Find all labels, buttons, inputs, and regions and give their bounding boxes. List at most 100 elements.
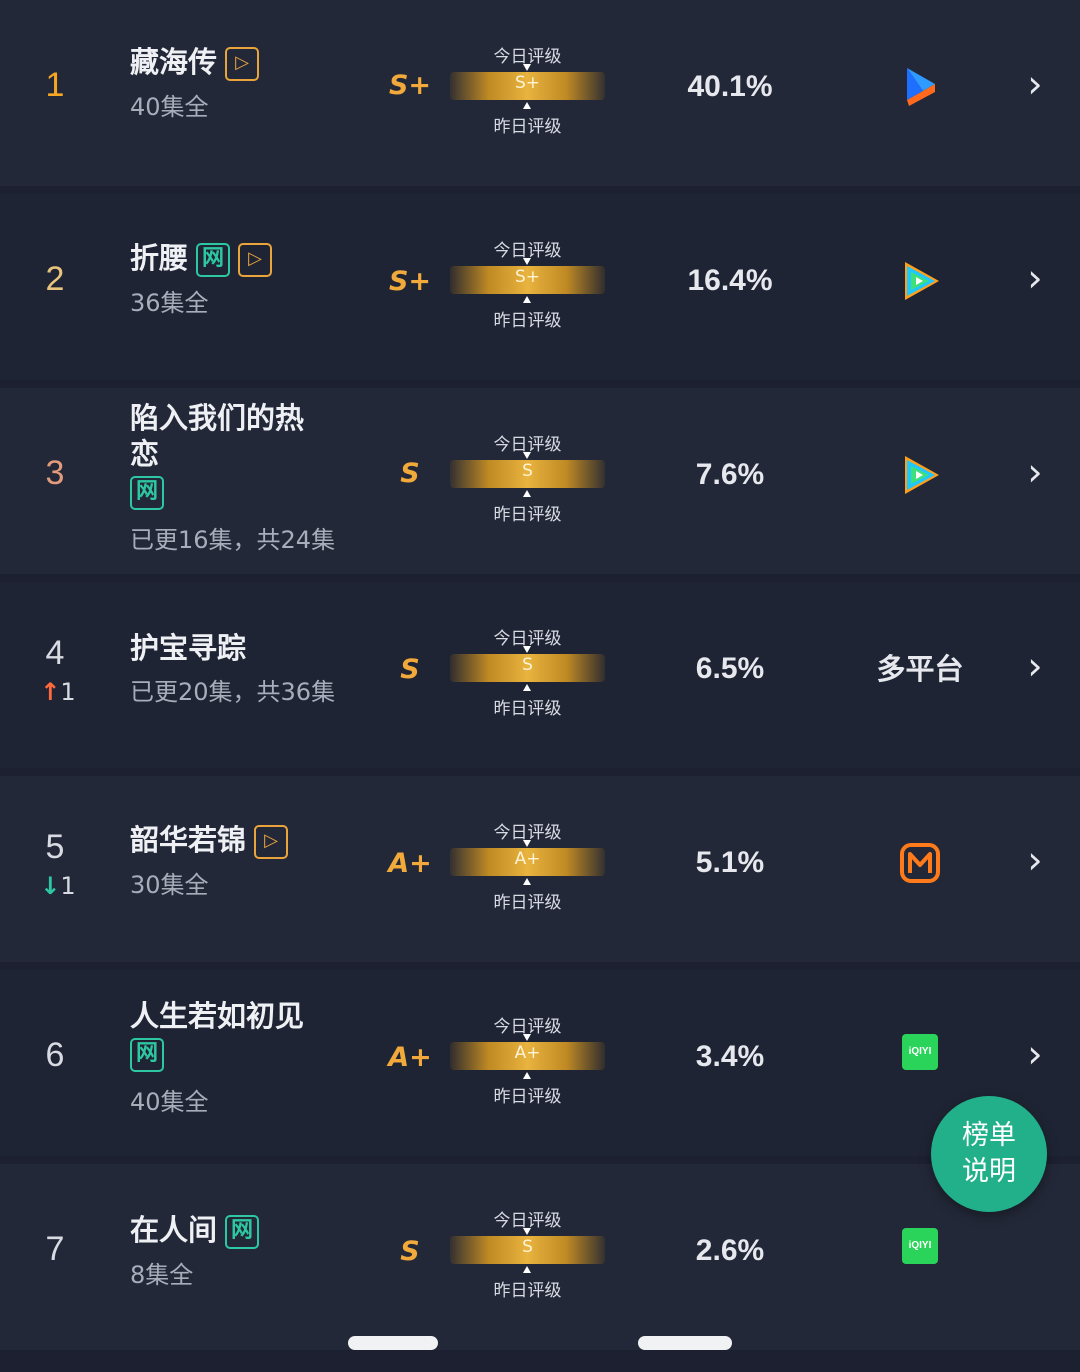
platform [860,62,980,112]
yesterday-marker-icon [523,1266,531,1273]
list-item[interactable]: 7 在人间网 8集全 S 今日评级 S 昨日评级 2.6% iQIYI [0,1164,1080,1350]
rank-number: 4 [45,634,65,672]
row-detail-chevron-icon[interactable]: › [1027,450,1043,494]
grade-meter: 今日评级 A+ 昨日评级 [445,818,610,914]
title-block: 陷入我们的热 恋 网 已更16集，共24集 [130,400,370,555]
market-share: 7.6% [695,458,765,491]
market-share: 2.6% [695,1234,765,1267]
today-grade-label: 今日评级 [493,241,562,261]
episode-count: 8集全 [130,1261,194,1289]
grade-meter: 今日评级 S+ 昨日评级 [445,236,610,332]
platform [860,450,980,500]
home-indicator[interactable] [348,1336,732,1352]
row-detail-chevron-icon[interactable]: › [1027,838,1043,882]
grade-bar [450,654,605,682]
net-badge-icon: 网 [225,1215,260,1249]
rank-change-value: 1 [60,872,76,900]
market-share: 5.1% [695,846,765,879]
grade-meter: 今日评级 S 昨日评级 [445,430,610,526]
platform: 多平台 [860,644,980,694]
tencent-video-icon [905,262,939,300]
grade-bar [450,1236,605,1264]
yesterday-marker-icon [523,684,531,691]
grade-bar [450,848,605,876]
home-indicator-left [348,1336,438,1350]
bar-grade: S+ [514,267,541,287]
today-marker-icon [523,258,531,265]
youku-icon [907,68,935,106]
fab-line1: 榜单 [962,1120,1016,1151]
rank-number: 6 [45,1036,65,1074]
platform: iQIYI [860,1228,980,1278]
play-badge-icon: ▷ [238,243,273,277]
yesterday-grade-label: 昨日评级 [493,117,562,137]
title-block: 藏海传 ▷ 40集全 [130,44,370,122]
episode-count: 40集全 [130,93,209,121]
platform [860,838,980,888]
market-share: 6.5% [695,652,765,685]
rank-number: 5 [45,828,65,866]
yesterday-grade-label: 昨日评级 [493,311,562,331]
yesterday-marker-icon [523,102,531,109]
today-grade-label: 今日评级 [493,823,562,843]
rank-number: 3 [45,454,65,492]
rank-change: ↑1 [28,678,88,706]
grade-label: S [400,1236,420,1267]
today-marker-icon [523,1228,531,1235]
row-detail-chevron-icon[interactable]: › [1027,256,1043,300]
show-title-line1: 陷入我们的热 [130,401,305,435]
grade-bar [450,266,605,294]
market-share: 16.4% [687,264,773,297]
list-item[interactable]: 5 ↓1 韶华若锦 ▷ 30集全 A+ 今日评级 A+ 昨日评级 5.1% › [0,776,1080,962]
rank-down-icon: ↓ [40,872,61,900]
multi-platform-label: 多平台 [876,652,964,686]
today-grade-label: 今日评级 [493,1017,562,1037]
today-grade-label: 今日评级 [493,629,562,649]
grade-label: S [400,458,420,489]
yesterday-grade-label: 昨日评级 [493,1281,562,1301]
grade-label: A+ [388,848,432,879]
bar-grade: S [522,461,533,481]
platform: iQIYI [860,1034,980,1084]
iqiyi-icon: iQIYI [902,1228,938,1264]
tencent-video-icon [905,456,939,494]
list-item[interactable]: 2 折腰网 ▷ 36集全 S+ 今日评级 S+ 昨日评级 16.4% › [0,194,1080,380]
yesterday-marker-icon [523,1072,531,1079]
list-item[interactable]: 4 ↑1 护宝寻踪 已更20集，共36集 S 今日评级 S 昨日评级 6.5% … [0,582,1080,768]
yesterday-grade-label: 昨日评级 [493,893,562,913]
grade-meter: 今日评级 S+ 昨日评级 [445,42,610,138]
rank-number: 1 [45,66,65,104]
show-title: 护宝寻踪 [130,631,247,665]
rank-number: 7 [45,1230,65,1268]
fab-line2: 说明 [962,1156,1016,1187]
row-detail-chevron-icon[interactable]: › [1027,62,1043,106]
list-item[interactable]: 3 陷入我们的热 恋 网 已更16集，共24集 S 今日评级 S 昨日评级 7.… [0,388,1080,574]
ranking-explanation-button[interactable]: 榜单 说明 [931,1096,1047,1212]
grade-meter: 今日评级 A+ 昨日评级 [445,1012,610,1108]
grade-meter: 今日评级 S 昨日评级 [445,1206,610,1302]
bar-grade: A+ [514,1043,541,1063]
title-block: 在人间网 8集全 [130,1212,370,1290]
market-share: 40.1% [687,70,773,103]
yesterday-marker-icon [523,878,531,885]
rank-change: ↓1 [28,872,88,900]
yesterday-grade-label: 昨日评级 [493,699,562,719]
today-grade-label: 今日评级 [493,47,562,67]
net-badge-icon: 网 [130,476,164,510]
title-block: 人生若如初见 网 40集全 [130,998,370,1117]
show-title: 韶华若锦 ▷ [130,822,370,859]
grade-label: S+ [388,266,432,297]
row-detail-chevron-icon[interactable]: › [1027,1032,1043,1076]
grade-bar [450,72,605,100]
episode-count: 40集全 [130,1088,209,1116]
today-marker-icon [523,840,531,847]
mango-tv-icon [900,843,940,883]
iqiyi-icon: iQIYI [902,1034,938,1070]
list-item[interactable]: 1 藏海传 ▷ 40集全 S+ 今日评级 S+ 昨日评级 40.1% › [0,0,1080,186]
episode-count: 36集全 [130,289,209,317]
title-block: 韶华若锦 ▷ 30集全 [130,822,370,900]
row-detail-chevron-icon[interactable]: › [1027,644,1043,688]
episode-count: 30集全 [130,871,209,899]
list-item[interactable]: 6 人生若如初见 网 40集全 A+ 今日评级 A+ 昨日评级 3.4% iQI… [0,970,1080,1156]
episode-count: 已更16集，共24集 [130,526,336,554]
